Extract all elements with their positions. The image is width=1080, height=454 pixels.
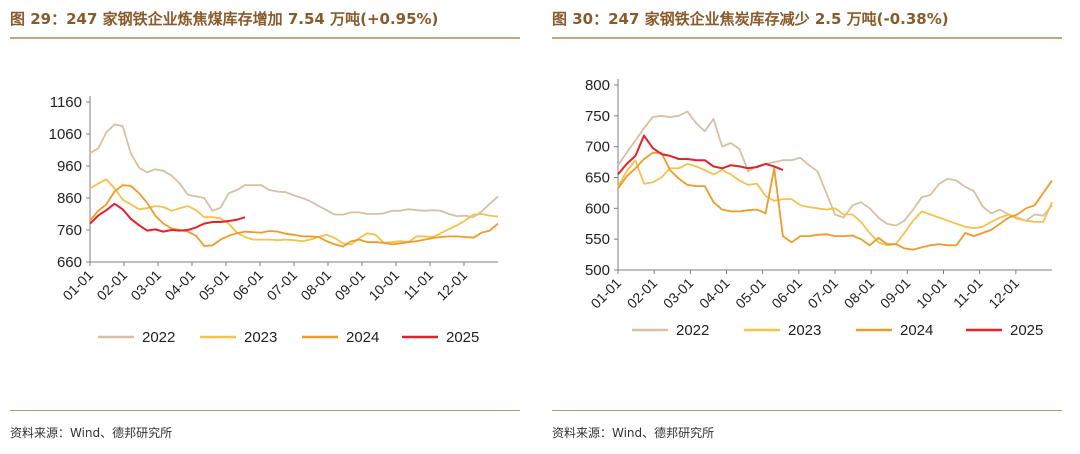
- x-tick-label: 04-01: [161, 267, 198, 304]
- x-tick-label: 02-01: [93, 267, 130, 304]
- y-tick-label: 600: [585, 200, 610, 217]
- x-tick-label: 01-01: [587, 275, 624, 312]
- series-line-2024: [617, 151, 1053, 251]
- x-tick-label: 03-01: [660, 275, 697, 312]
- legend-label-2023: 2023: [244, 329, 277, 346]
- source-divider: [10, 410, 520, 411]
- y-tick-label: 860: [57, 190, 82, 207]
- series-line-2025: [617, 134, 784, 176]
- line-chart-coking-coal-inventory: 660 760 860 960 1060 1160 01-0102-0103-0104-01…: [49, 94, 499, 346]
- y-tick-label: 960: [57, 158, 82, 175]
- y-tick-label: 660: [57, 254, 82, 271]
- series-line-2022: [617, 110, 1053, 227]
- x-tick-label: 08-01: [297, 267, 334, 304]
- series-line-2023: [617, 159, 1053, 247]
- legend-label-2023: 2023: [788, 322, 821, 339]
- chart-panel-coke: 图 30：247 家钢铁企业焦炭库存减少 2.5 万吨(-0.38%) 500 5…: [552, 0, 1062, 454]
- line-chart-coke-inventory: 500 550 600 650 700 750 800 01-01 02-01 03-01 04-0…: [585, 77, 1053, 339]
- legend-label-2025: 2025: [446, 329, 479, 346]
- source-note: 资料来源：Wind、德邦研究所: [10, 426, 173, 440]
- x-tick-label: 01-01: [59, 267, 96, 304]
- source-note: 资料来源：Wind、德邦研究所: [552, 426, 715, 440]
- series-line-2025: [89, 202, 246, 233]
- x-tick-label: 12-01: [433, 267, 470, 304]
- legend-label-2024: 2024: [346, 329, 379, 346]
- y-tick-label: 700: [585, 139, 610, 156]
- y-tick-label: 1060: [49, 126, 82, 143]
- title-divider: [10, 37, 520, 39]
- x-tick-label: 10-01: [913, 275, 950, 312]
- x-tick-label: 09-01: [877, 275, 914, 312]
- chart-panel-coking-coal: 图 29：247 家钢铁企业炼焦煤库存增加 7.54 万吨(+0.95%) 66…: [10, 0, 520, 454]
- title-divider: [552, 37, 1062, 39]
- figure-title: 图 29：247 家钢铁企业炼焦煤库存增加 7.54 万吨(+0.95%): [10, 10, 439, 28]
- x-tick-label: 09-01: [331, 267, 368, 304]
- x-tick-label: 11-01: [950, 275, 986, 311]
- y-tick-label: 1160: [50, 94, 82, 111]
- figure-title: 图 30：247 家钢铁企业焦炭库存减少 2.5 万吨(-0.38%): [552, 10, 949, 28]
- x-tick-label: 02-01: [624, 275, 661, 312]
- y-tick-label: 550: [585, 231, 610, 248]
- y-tick-label: 650: [585, 170, 610, 187]
- legend-label-2022: 2022: [676, 322, 709, 339]
- x-tick-label: 04-01: [696, 275, 733, 312]
- x-tick-label: 05-01: [732, 275, 769, 312]
- x-tick-label: 11-01: [400, 267, 436, 303]
- y-tick-label: 800: [585, 77, 610, 94]
- series-line-2024: [89, 184, 499, 248]
- y-tick-label: 760: [57, 222, 82, 239]
- legend-label-2022: 2022: [142, 329, 175, 346]
- legend-label-2024: 2024: [900, 322, 933, 339]
- x-tick-label: 12-01: [985, 275, 1022, 312]
- series-line-2023: [89, 178, 499, 246]
- x-tick-label: 10-01: [365, 267, 402, 304]
- y-tick-label: 500: [585, 262, 610, 279]
- x-tick-label: 05-01: [195, 267, 232, 304]
- x-tick-label: 08-01: [841, 275, 878, 312]
- y-tick-label: 750: [585, 108, 610, 125]
- x-tick-label: 07-01: [804, 275, 841, 312]
- x-tick-label: 06-01: [229, 267, 266, 304]
- series-line-2022: [89, 123, 499, 219]
- source-divider: [552, 410, 1062, 411]
- x-tick-label: 03-01: [127, 267, 164, 304]
- x-tick-label: 07-01: [263, 267, 300, 304]
- x-tick-label: 06-01: [768, 275, 805, 312]
- legend-label-2025: 2025: [1010, 322, 1043, 339]
